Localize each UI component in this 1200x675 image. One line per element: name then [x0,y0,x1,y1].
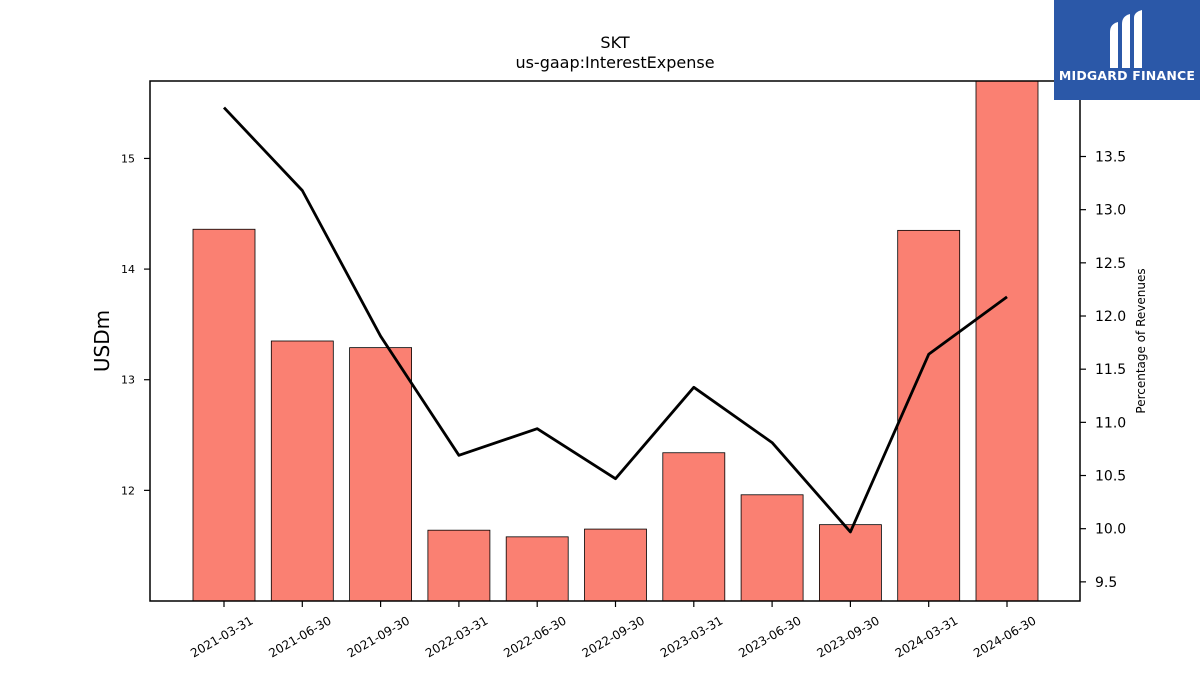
y-right-tick-label: 9.5 [1095,575,1117,591]
bar-2024-03-31 [898,230,960,601]
bar-2023-06-30 [741,495,803,601]
y-axis-left-label: USDm [90,310,114,372]
y-right-tick-label: 10.0 [1095,522,1126,538]
midgard-finance-logo: MIDGARD FINANCE [1054,0,1200,100]
x-tick-label: 2022-09-30 [580,613,647,660]
logo-text: MIDGARD FINANCE [1054,68,1200,83]
line-group [224,108,1007,532]
y-right-ticks: 9.5 10.0 10.5 11.0 11.5 12.0 12.5 13.0 13.5 [1080,150,1126,591]
y-axis-right-label: Percentage of Revenues [1134,268,1148,413]
x-tick-label: 2021-06-30 [266,613,333,660]
bar-2022-06-30 [506,537,568,601]
chart-subtitle: us-gaap:InterestExpense [515,53,714,72]
y-left-tick-label: 15 [121,152,135,165]
bar-2022-09-30 [585,529,647,601]
chart: SKT us-gaap:InterestExpense 12 13 14 15 9.5… [0,0,1200,675]
y-right-tick-label: 13.0 [1095,203,1126,219]
bar-2021-09-30 [350,348,412,601]
logo-mark-icon [1104,10,1150,68]
y-left-tick-label: 12 [121,484,135,497]
bar-2023-09-30 [819,525,881,601]
bar-2021-06-30 [271,341,333,601]
x-tick-label: 2024-06-30 [971,613,1038,660]
x-ticks: 2021-03-312021-06-30 2021-09-302022-03-31… [188,601,1038,660]
x-tick-label: 2021-03-31 [188,613,255,660]
x-tick-label: 2023-06-30 [736,613,803,660]
x-tick-label: 2024-03-31 [893,613,960,660]
y-right-tick-label: 10.5 [1095,469,1126,485]
x-tick-label: 2022-03-31 [423,613,490,660]
bar-2022-03-31 [428,530,490,601]
y-right-tick-label: 12.0 [1095,309,1126,325]
y-left-ticks: 12 13 14 15 [121,152,150,497]
bar-2021-03-31 [193,229,255,601]
x-tick-label: 2023-03-31 [658,613,725,660]
y-left-tick-label: 13 [121,374,135,387]
percentage-line [224,108,1007,532]
y-right-tick-label: 12.5 [1095,256,1126,272]
bar-2023-03-31 [663,453,725,601]
y-right-tick-label: 11.5 [1095,362,1126,378]
bar-2024-06-30 [976,79,1038,601]
y-right-tick-label: 11.0 [1095,415,1126,431]
bars-group [193,79,1038,601]
x-tick-label: 2023-09-30 [814,613,881,660]
y-right-tick-label: 13.5 [1095,150,1126,166]
y-left-tick-label: 14 [121,263,135,276]
x-tick-label: 2021-09-30 [345,613,412,660]
x-tick-label: 2022-06-30 [501,613,568,660]
chart-title: SKT [600,33,629,52]
